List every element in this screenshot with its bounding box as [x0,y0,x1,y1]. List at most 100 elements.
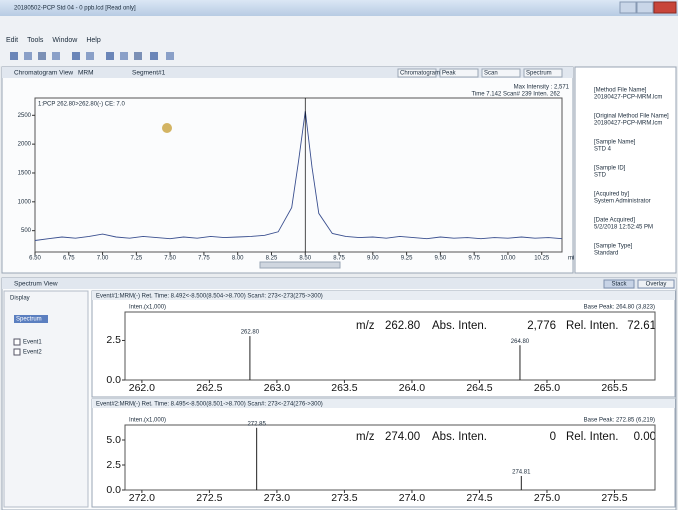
x-tick-label: 9.75 [468,256,480,262]
view-tab-label: Spectrum [526,71,552,77]
toolbar-icon[interactable] [24,52,32,60]
event-label: Event2 [23,350,42,356]
toolbar-icon[interactable] [86,52,94,60]
toolbar-icon[interactable] [150,52,158,60]
cursor-marker [162,123,172,133]
close-button[interactable] [654,2,676,13]
y-tick-label: 1500 [18,171,32,177]
y-tick-label: 0.0 [106,484,121,496]
display-panel [4,291,88,507]
mz-value: 262.80 [385,320,420,332]
y-tick-label: 1000 [18,199,32,205]
x-tick-label: 10.25 [534,256,550,262]
y-unit: Inten.(x1,000) [129,305,166,311]
event-checkbox[interactable] [14,349,20,355]
x-tick-label: 6.50 [29,256,41,262]
rel-label: Rel. Inten. [566,431,618,443]
stack-label: Stack [611,282,627,288]
menu-item[interactable]: Edit [6,37,18,44]
x-tick-label: 275.5 [601,492,627,504]
x-tick-label: 265.5 [601,382,627,394]
toolbar-icon[interactable] [38,52,46,60]
spectrum: Event#2:MRM(-) Ret. Time: 8.495<-8.500(8… [92,399,675,507]
maximize-button[interactable] [637,2,653,13]
menu-item[interactable]: Window [52,37,78,44]
info-value: STD 4 [594,147,612,153]
y-tick-label: 2.5 [106,459,121,471]
x-tick-label: 9.00 [367,256,379,262]
body: { "window": {"title": "20180502-PCP Std … [0,0,678,510]
window-title: 20180502-PCP Std 04 - 0 ppb.lcd [Read on… [14,6,136,12]
x-tick-label: 275.0 [534,492,560,504]
toolbar-icon[interactable] [52,52,60,60]
info-value: STD [594,173,607,179]
y-tick-label: 2000 [18,142,32,148]
info-value: Standard [594,251,618,257]
x-tick-label: 8.25 [266,256,278,262]
y-tick-label: 2.5 [106,334,121,346]
toolbar-icon[interactable] [10,52,18,60]
x-tick-label: 262.0 [129,382,155,394]
info-value: 20180427-PCP-MRM.lcm [594,121,662,127]
mz-value: 274.00 [385,431,420,443]
chromatogram-title: Chromatogram View [14,70,73,77]
x-tick-label: 272.5 [196,492,222,504]
peak-label: 274.81 [512,470,531,476]
base-peak: Base Peak: 264.80 (3,823) [584,305,655,311]
view-tab-label: Peak [442,71,457,77]
event-label: Event1 [23,340,42,346]
toolbar-icon[interactable] [106,52,114,60]
info-label: [Sample ID] [594,166,626,172]
menu-area [0,16,678,66]
scrollbar[interactable] [260,262,340,268]
x-tick-label: 273.0 [264,492,290,504]
event-checkbox[interactable] [14,339,20,345]
menu-item[interactable]: Tools [27,37,44,44]
x-tick-label: 273.5 [331,492,357,504]
x-tick-label: 9.50 [435,256,447,262]
x-tick-label: 264.5 [466,382,492,394]
y-tick-label: 0.0 [106,374,121,386]
y-tick-label: 2500 [18,113,32,119]
minimize-button[interactable] [620,2,636,13]
view-tab-label: Scan [484,71,498,77]
x-tick-label: 274.0 [399,492,425,504]
info-label: [Method File Name] [594,88,647,94]
spectrum-header [2,278,676,289]
toolbar-icon[interactable] [120,52,128,60]
peak-label: 262.80 [241,330,260,336]
x-tick-label: 7.75 [198,256,210,262]
chromatogram-mode: MRM [78,70,94,77]
y-unit: Inten.(x1,000) [129,418,166,424]
x-tick-label: 263.0 [264,382,290,394]
view-tab-label: Chromatogram [400,71,440,77]
x-tick-label: 10.00 [500,256,516,262]
toolbar-icon[interactable] [72,52,80,60]
rel-value: 0.00 [634,431,656,443]
spectrum-header: Event#1:MRM(-) Ret. Time: 8.492<-8.500(8… [96,294,323,300]
info-value: 20180427-PCP-MRM.lcm [594,95,662,101]
x-tick-label: 7.25 [131,256,143,262]
toolbar-icon[interactable] [166,52,174,60]
page: Chromatogram html, body { margin: 0; pad… [0,0,678,510]
spectrum-title: Spectrum View [14,281,58,288]
info-label: [Acquired by] [594,192,629,198]
overlay-label: Overlay [646,282,667,288]
abs-value: 2,776 [527,320,556,332]
base-peak: Base Peak: 272.85 (6,219) [584,418,655,424]
menu-item[interactable]: Help [86,37,101,44]
max-intensity: Max Intensity : 2,571 [514,85,570,91]
x-tick-label: 264.0 [399,382,425,394]
x-tick-label: 262.5 [196,382,222,394]
display-tab[interactable]: Display [10,296,30,302]
x-tick-label: 8.00 [232,256,244,262]
cursor-readout: Time 7.142 Scan# 239 Inten. 262 [471,92,560,98]
x-tick-label: 7.00 [97,256,109,262]
x-tick-label: 6.75 [63,256,75,262]
x-tick-label: 274.5 [466,492,492,504]
toolbar-icon[interactable] [134,52,142,60]
abs-value: 0 [550,431,556,443]
peak-label: 272.85 [247,421,266,427]
x-tick-label: 265.0 [534,382,560,394]
info-label: [Sample Type] [594,244,633,250]
